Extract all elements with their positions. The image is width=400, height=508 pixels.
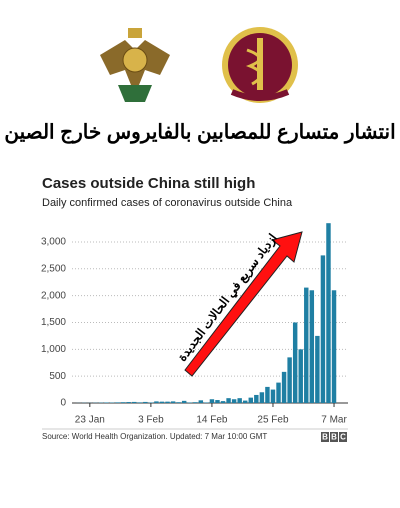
logo-box — [321, 432, 329, 442]
logo-letter: B — [331, 433, 337, 442]
bar — [165, 401, 170, 403]
bar — [198, 400, 204, 403]
bar — [287, 357, 292, 403]
x-tick-label: 3 Feb — [138, 415, 164, 426]
bar — [187, 402, 192, 403]
bar — [276, 382, 281, 403]
bar — [304, 287, 309, 403]
bar — [154, 401, 159, 403]
y-tick-label: 1,000 — [41, 344, 66, 355]
bar — [104, 402, 109, 403]
bar — [270, 389, 276, 403]
x-tick-label: 14 Feb — [196, 415, 228, 426]
bar — [193, 402, 198, 403]
bar — [115, 402, 120, 403]
bar — [132, 401, 137, 403]
bar — [265, 386, 270, 403]
y-tick-label: 0 — [60, 398, 66, 409]
bar — [226, 398, 231, 403]
bar — [243, 400, 248, 403]
medical-emblem — [222, 27, 298, 103]
arrow — [184, 231, 303, 377]
bar — [254, 394, 259, 403]
chart-title: Cases outside China still high — [42, 175, 255, 192]
y-tick-label: 500 — [49, 371, 66, 382]
bar — [159, 401, 165, 403]
bar — [220, 401, 226, 403]
logo-box — [330, 432, 338, 442]
y-tick-label: 2,500 — [41, 263, 66, 274]
bar — [326, 223, 331, 403]
bar — [237, 398, 242, 403]
y-tick-label: 1,500 — [41, 317, 66, 328]
bar — [120, 402, 126, 403]
y-tick-label: 2,000 — [41, 290, 66, 301]
bar — [281, 371, 287, 403]
bar — [248, 397, 253, 403]
bar — [215, 400, 220, 403]
bar — [315, 335, 320, 403]
bar — [143, 401, 148, 403]
bar — [309, 290, 315, 403]
bar — [209, 399, 215, 403]
bar — [320, 255, 326, 403]
annotation: ازدياد سريع في الحالات الجديدة — [175, 231, 281, 364]
logo-letter: B — [322, 433, 328, 442]
y-tick-label: 3,000 — [41, 237, 66, 248]
bar — [126, 402, 131, 403]
bar — [231, 399, 237, 403]
bar — [331, 290, 337, 403]
bar — [292, 322, 298, 403]
bar — [259, 392, 265, 403]
bar — [137, 402, 142, 403]
page-title: انتشار متسارع للمصابين بالفايروس خارج ال… — [4, 121, 395, 144]
army-emblem — [100, 28, 170, 102]
chart-subtitle: Daily confirmed cases of coronavirus out… — [42, 197, 293, 209]
bar — [181, 400, 187, 403]
logo-box — [339, 432, 347, 442]
bar — [176, 402, 181, 403]
source: Source: World Health Organization. Updat… — [42, 432, 267, 441]
bar — [170, 401, 176, 403]
x-tick-label: 25 Feb — [257, 415, 289, 426]
bar — [204, 402, 209, 403]
bar — [148, 402, 154, 403]
logo-letter: C — [340, 433, 346, 442]
x-tick-label: 23 Jan — [75, 415, 105, 426]
bar — [298, 349, 303, 403]
x-tick-label: 7 Mar — [321, 415, 347, 426]
